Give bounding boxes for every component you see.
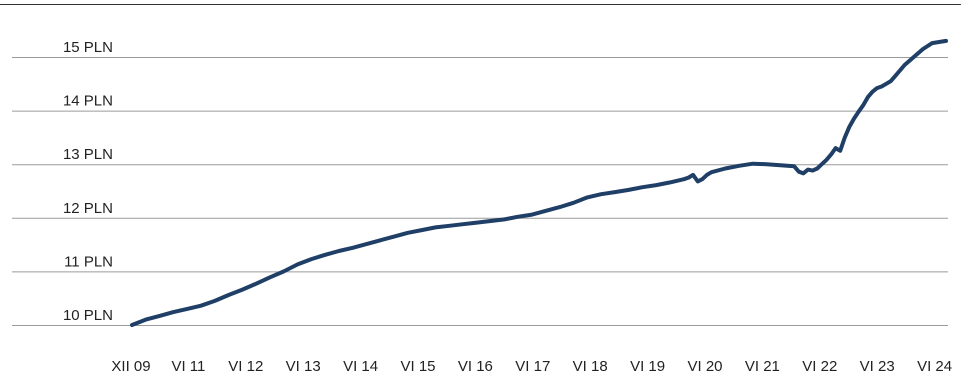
x-tick-label: VI 15 xyxy=(400,358,435,375)
x-tick-label: VI 14 xyxy=(343,358,378,375)
y-tick-label: 10 PLN xyxy=(63,307,113,324)
series-line xyxy=(130,38,948,327)
x-tick-label: VI 16 xyxy=(458,358,493,375)
gridlines xyxy=(12,57,948,326)
x-tick-label: VI 21 xyxy=(745,358,780,375)
y-tick-label: 11 PLN xyxy=(64,253,113,270)
x-tick-label: VI 12 xyxy=(228,358,263,375)
y-tick-label: 13 PLN xyxy=(63,146,113,163)
x-tick-label: VI 11 xyxy=(171,358,205,375)
y-tick-label: 15 PLN xyxy=(63,39,113,56)
x-tick-label: VI 13 xyxy=(286,358,321,375)
x-tick-label: VI 23 xyxy=(860,358,895,375)
x-tick-label: VI 24 xyxy=(917,358,952,375)
x-tick-label: VI 22 xyxy=(802,358,837,375)
x-axis-labels: XII 09 VI 11 VI 12 VI 13 VI 14 VI 15 VI 16 VI 1… xyxy=(111,358,952,375)
y-tick-label: 14 PLN xyxy=(63,93,113,110)
x-tick-label: VI 17 xyxy=(515,358,550,375)
x-tick-label: VI 18 xyxy=(573,358,608,375)
y-axis-labels: 10 PLN 11 PLN 12 PLN 13 PLN 14 PLN 15 PLN xyxy=(63,39,113,324)
x-tick-label: VI 19 xyxy=(630,358,665,375)
x-tick-label: XII 09 xyxy=(111,358,150,375)
y-tick-label: 12 PLN xyxy=(63,200,113,217)
x-tick-label: VI 20 xyxy=(687,358,722,375)
